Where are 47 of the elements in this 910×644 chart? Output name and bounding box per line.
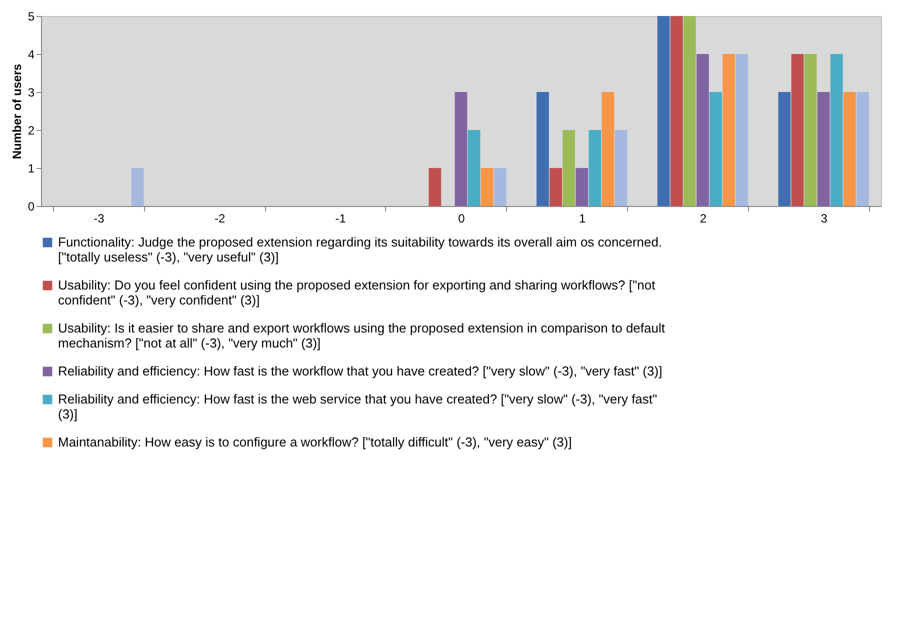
bar xyxy=(494,168,506,206)
bar xyxy=(856,92,869,206)
bar xyxy=(804,54,817,206)
bar xyxy=(468,130,480,206)
bar xyxy=(657,16,670,206)
bar xyxy=(454,92,468,206)
bar xyxy=(736,54,748,206)
legend-label: Functionality: Judge the proposed extension regarding its suitability towards its overall aim os concerned. ["totally useless" (-3), "very useful" (3)] xyxy=(58,234,662,264)
x-tick-label: -1 xyxy=(335,212,346,226)
x-tick-label: -3 xyxy=(94,212,105,226)
bar xyxy=(791,54,804,206)
x-tick-label: 1 xyxy=(579,212,586,226)
legend-label: Reliability and efficiency: How fast is the workflow that you have created? ["very slow" (-3), "very fast" (3)] xyxy=(58,364,662,378)
legend-label: Usability: Do you feel confident using the proposed extension for exporting and sharing workflows? ["not confident" (-3), "very confident" (3)] xyxy=(58,278,656,308)
bar xyxy=(536,92,549,206)
y-tick-label: 0 xyxy=(28,200,35,214)
x-tick-label: -2 xyxy=(214,212,226,226)
bar xyxy=(670,16,683,206)
bar xyxy=(778,92,791,206)
bar xyxy=(588,130,602,206)
y-tick-label: 4 xyxy=(28,48,35,62)
bar xyxy=(614,130,628,206)
x-tick-label: 0 xyxy=(458,212,466,226)
legend-label: Usability: Is it easier to share and export workflows using the proposed extension in comparison to default mechanism? ["not at all" (-3), "very much" (3)] xyxy=(58,320,666,350)
bar xyxy=(428,168,442,206)
bar xyxy=(843,92,856,206)
x-tick-label: 3 xyxy=(820,212,828,226)
bar xyxy=(562,130,576,206)
bar xyxy=(550,168,562,206)
bar xyxy=(480,168,494,206)
bar xyxy=(576,168,588,206)
bar xyxy=(131,168,144,206)
y-axis-title: Number of users xyxy=(10,64,24,160)
bar xyxy=(817,92,830,206)
legend-label: Reliability and efficiency: How fast is the web service that you have created? ["very slow" (-3), "very fast" (3)] xyxy=(58,392,658,422)
y-tick-label: 2 xyxy=(28,124,35,138)
bar xyxy=(722,54,736,206)
bar xyxy=(710,92,722,206)
bar xyxy=(602,92,614,206)
y-tick-label: 1 xyxy=(28,162,35,176)
legend-label: Maintanability: How easy is to configure a workflow? ["totally difficult" (-3), "very easy" (3)] xyxy=(58,434,572,450)
bar xyxy=(696,54,709,206)
bar xyxy=(830,54,843,206)
y-tick-label: 3 xyxy=(28,86,35,100)
x-tick-label: 2 xyxy=(700,212,707,226)
y-tick-label: 5 xyxy=(28,10,35,24)
bar xyxy=(683,16,696,206)
